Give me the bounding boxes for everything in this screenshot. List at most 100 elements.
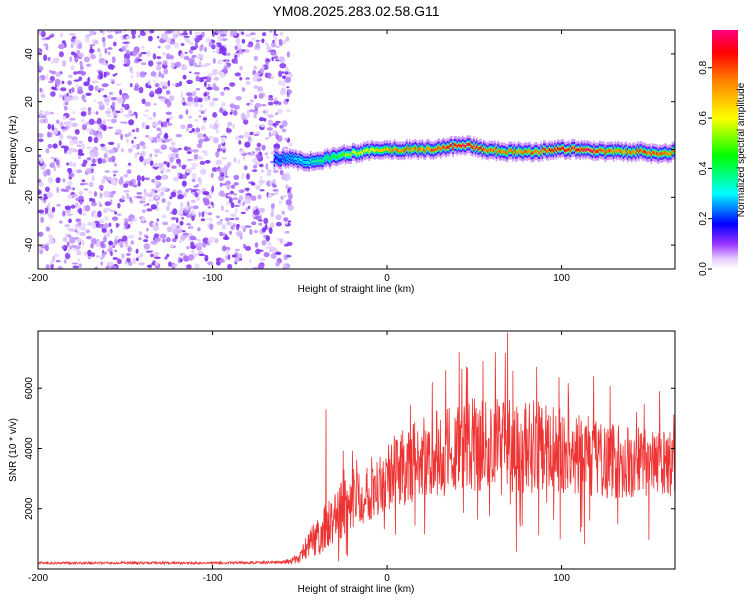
spectrogram-noise-cell — [259, 189, 265, 192]
spectrogram-noise-cell — [198, 77, 205, 83]
spectrogram-noise-cell — [77, 258, 81, 262]
spectrogram-noise-cell — [252, 76, 258, 83]
spectrogram-noise-cell — [63, 106, 68, 111]
spectrogram-noise-cell — [263, 217, 269, 225]
spectrogram-noise-cell — [162, 60, 168, 66]
spectrogram-noise-cell — [194, 192, 199, 198]
spectrogram-noise-cell — [128, 109, 133, 117]
spectrogram-noise-cell — [38, 181, 44, 187]
spectrogram-y-tick-label: 40 — [24, 48, 35, 60]
spectrogram-noise-cell — [246, 109, 250, 116]
spectrogram-noise-cell — [69, 33, 76, 36]
spectrogram-noise-cell — [135, 82, 139, 87]
spectrogram-noise-cell — [77, 148, 83, 154]
spectrogram-signal-cell — [566, 148, 569, 152]
spectrogram-noise-cell — [224, 217, 231, 222]
spectrogram-noise-cell — [98, 219, 105, 224]
spectrogram-noise-cell — [39, 112, 44, 118]
spectrogram-signal-cell — [404, 148, 407, 152]
spectrogram-noise-cell — [103, 233, 111, 237]
spectrogram-noise-cell — [254, 107, 259, 112]
spectrogram-noise-cell — [170, 38, 176, 42]
spectrogram-noise-cell — [265, 42, 268, 46]
spectrogram-noise-cell — [47, 177, 54, 184]
spectrogram-signal-cell — [371, 147, 373, 151]
spectrogram-noise-cell — [275, 112, 278, 115]
spectrogram-noise-cell — [69, 139, 75, 146]
spectrogram-noise-cell — [59, 133, 64, 140]
spectrogram-noise-cell — [261, 144, 266, 151]
spectrogram-noise-cell — [111, 56, 116, 64]
spectrogram-noise-cell — [134, 153, 137, 159]
spectrogram-noise-cell — [281, 173, 288, 181]
colorbar-label: Normalized spectral amplitude — [736, 82, 747, 217]
spectrogram-noise-cell — [200, 168, 207, 175]
spectrogram-noise-cell — [133, 136, 137, 140]
spectrogram-noise-cell — [97, 157, 102, 165]
spectrogram-noise-cell — [143, 161, 147, 166]
spectrogram-signal-cell — [587, 148, 590, 152]
spectrogram-noise-cell — [82, 228, 86, 231]
spectrogram-noise-cell — [161, 214, 167, 219]
spectrogram-noise-cell — [230, 30, 234, 37]
spectrogram-noise-cell — [180, 43, 185, 46]
spectrogram-noise-cell — [190, 167, 197, 170]
spectrogram-noise-cell — [279, 89, 286, 96]
spectrogram-noise-cell — [38, 75, 41, 83]
spectrogram-signal-cell — [360, 150, 362, 154]
spectrogram-signal-cell — [615, 150, 618, 153]
spectrogram-noise-cell — [228, 197, 233, 204]
spectrogram-noise-cell — [130, 75, 134, 79]
spectrogram-signal-cell — [629, 150, 632, 154]
spectrogram-noise-cell — [284, 76, 292, 83]
spectrogram-noise-cell — [202, 117, 207, 121]
spectrogram-noise-cell — [67, 180, 73, 187]
spectrogram-noise-cell — [245, 187, 250, 192]
spectrogram-noise-cell — [287, 89, 292, 95]
spectrogram-signal-cell — [357, 151, 359, 155]
spectrogram-noise-cell — [121, 195, 126, 201]
spectrogram-signal-cell — [642, 150, 644, 154]
spectrogram-signal-cell — [297, 160, 299, 164]
spectrogram-noise-cell — [87, 136, 93, 143]
spectrogram-noise-cell — [162, 221, 169, 226]
spectrogram-noise-cell — [105, 101, 110, 106]
spectrogram-x-label: Height of straight line (km) — [298, 284, 415, 295]
spectrogram-noise-cell — [49, 131, 53, 138]
spectrogram-noise-cell — [164, 256, 168, 260]
spectrogram-noise-cell — [148, 136, 154, 142]
spectrogram-noise-cell — [237, 253, 243, 259]
spectrogram-noise-cell — [259, 163, 264, 168]
spectrogram-signal-cell — [544, 148, 547, 152]
spectrogram-noise-cell — [89, 44, 95, 47]
spectrogram-noise-cell — [273, 123, 279, 126]
spectrogram-noise-cell — [83, 56, 91, 63]
spectrogram-noise-cell — [179, 228, 183, 233]
spectrogram-noise-cell — [285, 36, 290, 42]
spectrogram-noise-cell — [251, 182, 256, 186]
spectrogram-noise-cell — [198, 211, 201, 218]
spectrogram-signal-cell — [561, 146, 563, 150]
spectrogram-noise-cell — [229, 190, 235, 195]
spectrogram-noise-cell — [171, 165, 177, 169]
spectrogram-noise-cell — [98, 204, 103, 207]
spectrogram-noise-cell — [221, 224, 227, 230]
spectrogram-noise-cell — [80, 119, 85, 123]
spectrogram-noise-cell — [273, 30, 277, 35]
spectrogram-noise-cell — [107, 47, 113, 50]
spectrogram-noise-cell — [124, 244, 132, 248]
spectrogram-noise-cell — [209, 123, 214, 129]
spectrogram-noise-cell — [244, 33, 252, 38]
spectrogram-noise-cell — [209, 101, 216, 107]
spectrogram-noise-cell — [245, 80, 251, 86]
spectrogram-signal-cell — [344, 154, 347, 158]
spectrogram-noise-cell — [175, 134, 183, 138]
spectrogram-noise-cell — [78, 263, 82, 268]
spectrogram-noise-cell — [150, 240, 158, 245]
spectrogram-signal-cell — [462, 143, 464, 147]
spectrogram-noise-cell — [181, 180, 187, 187]
spectrogram-noise-cell — [90, 54, 96, 60]
spectrogram-signal-cell — [400, 149, 403, 153]
spectrogram-signal-cell — [449, 144, 452, 147]
spectrogram-noise-cell — [83, 188, 89, 191]
